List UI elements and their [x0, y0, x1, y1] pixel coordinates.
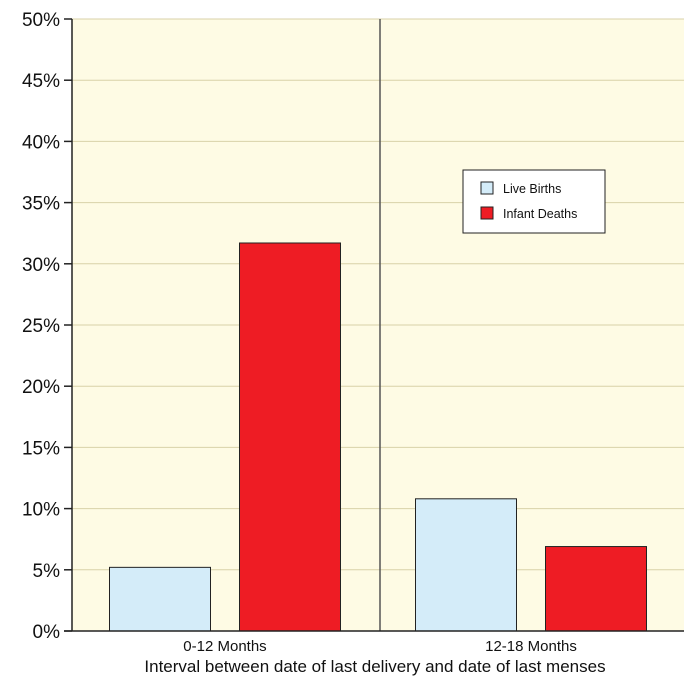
legend-label-live-births: Live Births — [503, 182, 561, 196]
y-tick-label: 30% — [22, 255, 60, 276]
y-tick-label: 0% — [33, 622, 61, 643]
x-tick-label: 12-18 Months — [485, 638, 577, 655]
legend: Live Births Infant Deaths — [462, 169, 606, 234]
y-tick-label: 25% — [22, 316, 60, 337]
x-axis-labels: 0-12 Months 12-18 Months — [183, 638, 577, 655]
bar-infant-deaths — [545, 546, 647, 632]
legend-box — [462, 169, 606, 234]
y-tick-label: 40% — [22, 132, 60, 153]
y-tick-label: 50% — [22, 10, 60, 31]
legend-swatch-infant-deaths — [480, 206, 494, 220]
y-axis-ticks: 0% 5% 10% 15% 20% 25% 30% 35% 40% 45% 50% — [22, 10, 72, 643]
y-tick-label: 45% — [22, 71, 60, 92]
bar-live-births — [415, 498, 517, 632]
x-axis-title: Interval between date of last delivery a… — [144, 657, 605, 676]
bar-infant-deaths — [239, 242, 341, 632]
x-tick-label: 0-12 Months — [183, 638, 266, 655]
bars — [109, 242, 647, 632]
bar-live-births — [109, 566, 211, 632]
legend-swatch-live-births — [480, 181, 494, 195]
y-tick-label: 10% — [22, 500, 60, 521]
y-tick-label: 20% — [22, 377, 60, 398]
y-tick-label: 15% — [22, 438, 60, 459]
y-tick-label: 5% — [33, 561, 61, 582]
y-tick-label: 35% — [22, 194, 60, 215]
legend-label-infant-deaths: Infant Deaths — [503, 207, 577, 221]
